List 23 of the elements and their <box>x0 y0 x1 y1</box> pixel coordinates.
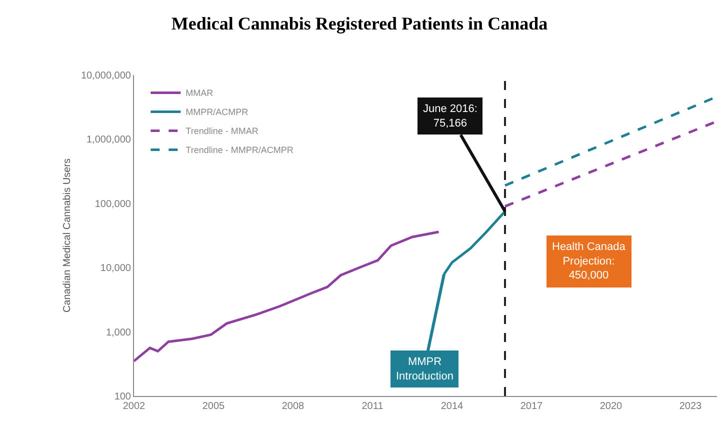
legend-label: Trendline - MMPR/ACMPR <box>186 145 294 156</box>
annotation: MMPR Introduction <box>396 356 454 382</box>
y-tick-label: 100 <box>114 392 132 402</box>
annotation: June 2016: 75,166 <box>423 103 478 130</box>
y-tick-label: 100,000 <box>94 198 132 210</box>
x-tick-label: 2014 <box>440 401 464 412</box>
x-tick-label: 2005 <box>202 401 226 412</box>
y-tick-label: 1,000 <box>106 327 132 338</box>
y-axis-title: Canadian Medical Cannabis Users <box>62 158 73 312</box>
legend-label: MMAR <box>186 88 214 98</box>
chart-title: Medical Cannabis Registered Patients in Canada <box>171 13 548 34</box>
x-tick-label: 2017 <box>520 401 544 412</box>
annotation: Health Canada Projection: 450,000 <box>552 241 626 282</box>
x-tick-label: 2011 <box>362 401 384 412</box>
x-tick-label: 2023 <box>679 401 702 412</box>
x-tick-label: 2008 <box>282 401 305 412</box>
x-tick-label: 2002 <box>122 401 146 412</box>
x-tick-label: 2020 <box>600 401 623 412</box>
legend-label: MMPR/ACMPR <box>186 107 249 118</box>
y-tick-label: 1,000,000 <box>86 134 132 146</box>
y-tick-label: 10,000,000 <box>80 70 132 82</box>
y-tick-label: 10,000 <box>100 263 132 274</box>
legend-label: Trendline - MMAR <box>186 126 259 136</box>
